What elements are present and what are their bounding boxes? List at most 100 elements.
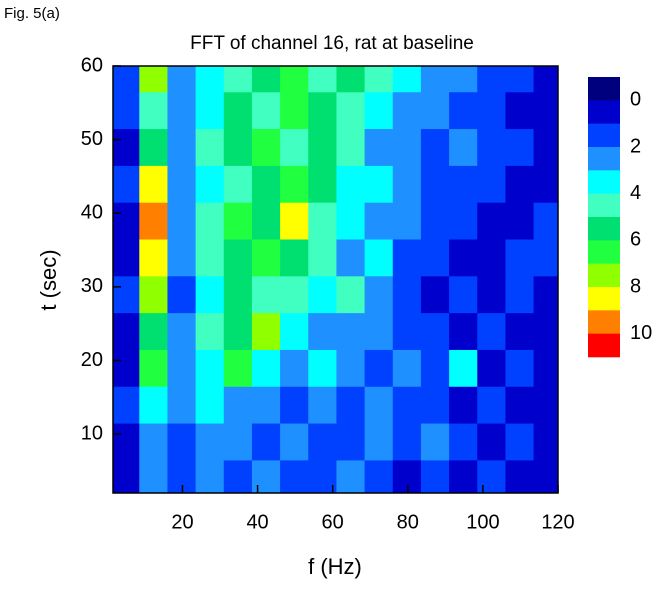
- heat-cell: [223, 459, 253, 494]
- heat-cell: [477, 202, 506, 240]
- colorbar-band: [588, 310, 620, 334]
- heat-cell: [280, 423, 309, 461]
- colorbar-band: [588, 333, 620, 358]
- heat-cell: [223, 239, 253, 277]
- heat-cell: [167, 165, 197, 203]
- heat-cell: [505, 275, 535, 314]
- heat-cell: [139, 459, 168, 494]
- heat-cell: [251, 459, 281, 494]
- heat-cell: [392, 386, 422, 424]
- heat-cell: [251, 312, 281, 350]
- heat-cell: [280, 239, 309, 277]
- heat-cell: [251, 91, 281, 130]
- colorbar-band: [588, 123, 620, 148]
- colorbar-tick-label: 10: [630, 322, 652, 344]
- heat-cell: [477, 239, 506, 277]
- colorbar-band: [588, 240, 620, 264]
- heat-cell: [251, 202, 281, 240]
- heat-cell: [449, 459, 478, 494]
- heat-cell: [308, 66, 337, 93]
- heat-cell: [195, 312, 225, 350]
- heat-cell: [420, 239, 450, 277]
- x-tick-label: 120: [541, 511, 574, 533]
- heat-cell: [505, 423, 535, 461]
- heat-cell: [251, 275, 281, 314]
- heat-cell: [477, 423, 506, 461]
- heat-cell: [167, 202, 197, 240]
- heat-cell: [195, 91, 225, 130]
- colorbar-tick-label: 8: [630, 275, 641, 297]
- heat-cell: [113, 91, 140, 130]
- heat-cell: [505, 165, 535, 203]
- heat-cell: [167, 423, 197, 461]
- heat-cell: [195, 275, 225, 314]
- heat-cell: [308, 128, 337, 166]
- chart-title: FFT of channel 16, rat at baseline: [190, 33, 474, 54]
- heat-cell: [280, 275, 309, 314]
- heat-cell: [449, 165, 478, 203]
- heat-cell: [533, 349, 559, 387]
- heat-cell: [139, 128, 168, 166]
- heat-cell: [392, 423, 422, 461]
- heat-cell: [420, 312, 450, 350]
- heat-cell: [223, 312, 253, 350]
- heat-cell: [113, 66, 140, 93]
- heat-cell: [113, 275, 140, 314]
- heat-cell: [308, 423, 337, 461]
- heat-cell: [364, 66, 394, 93]
- y-tick-label: 10: [81, 422, 103, 444]
- y-tick-label: 60: [81, 54, 103, 76]
- heat-cell: [223, 349, 253, 387]
- heat-cell: [505, 91, 535, 130]
- heat-cell: [195, 386, 225, 424]
- heat-cell: [505, 128, 535, 166]
- heat-cell: [139, 202, 168, 240]
- heat-cell: [113, 349, 140, 387]
- y-tick-label: 50: [81, 128, 103, 150]
- heat-cell: [533, 459, 559, 494]
- heat-cell: [195, 423, 225, 461]
- heat-cell: [167, 128, 197, 166]
- heat-cell: [420, 165, 450, 203]
- heat-cell: [195, 239, 225, 277]
- heat-cell: [420, 459, 450, 494]
- colorbar-band: [588, 193, 620, 218]
- heat-cell: [392, 66, 422, 93]
- heat-cell: [477, 91, 506, 130]
- heat-cell: [167, 91, 197, 130]
- heat-cell: [449, 128, 478, 166]
- heat-cell: [308, 91, 337, 130]
- heat-cell: [139, 386, 168, 424]
- heat-cell: [449, 275, 478, 314]
- heat-cell: [420, 423, 450, 461]
- colorbar-tick-label: 4: [630, 182, 641, 204]
- heat-cell: [251, 386, 281, 424]
- heat-cell: [223, 66, 253, 93]
- heat-cell: [139, 349, 168, 387]
- heat-cell: [113, 239, 140, 277]
- heat-cell: [280, 91, 309, 130]
- heat-cell: [139, 275, 168, 314]
- heat-cell: [533, 386, 559, 424]
- heat-cell: [336, 312, 366, 350]
- heat-cell: [533, 312, 559, 350]
- heat-cell: [477, 459, 506, 494]
- heat-cell: [139, 423, 168, 461]
- heat-cell: [449, 312, 478, 350]
- y-tick-label: 20: [81, 349, 103, 371]
- heat-cell: [280, 386, 309, 424]
- y-tick-label: 30: [81, 275, 103, 297]
- heat-cell: [223, 165, 253, 203]
- heat-cell: [364, 423, 394, 461]
- heat-cell: [308, 312, 337, 350]
- heat-cell: [477, 128, 506, 166]
- colorbar-band: [588, 77, 620, 101]
- heat-cell: [420, 66, 450, 93]
- heat-cell: [533, 91, 559, 130]
- heat-cell: [449, 202, 478, 240]
- heat-cell: [505, 202, 535, 240]
- heat-cell: [392, 165, 422, 203]
- heat-cell: [392, 128, 422, 166]
- heat-cell: [420, 386, 450, 424]
- x-tick-label: 20: [171, 511, 193, 533]
